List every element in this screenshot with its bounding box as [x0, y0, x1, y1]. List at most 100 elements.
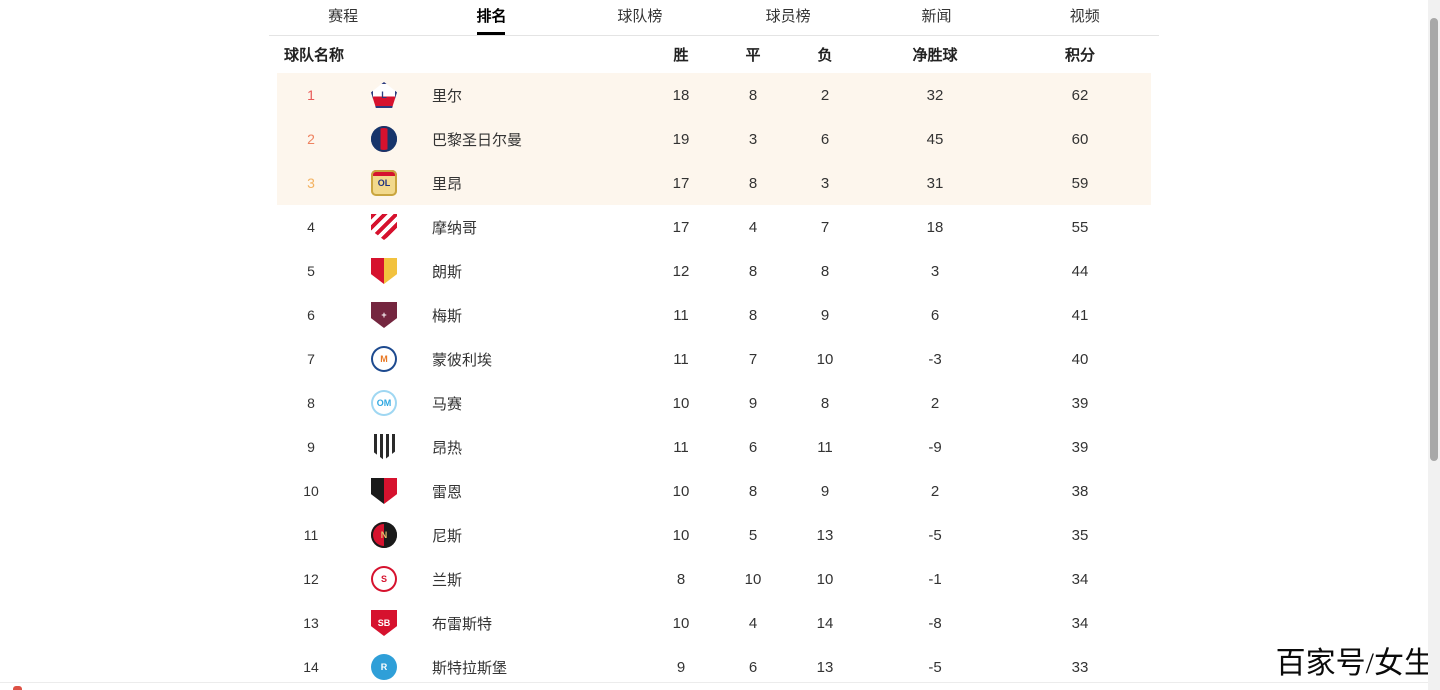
draws-value: 9	[748, 394, 758, 412]
goal-diff-value: 45	[926, 130, 944, 148]
wins-value: 19	[672, 130, 690, 148]
draws-value: 8	[748, 482, 758, 500]
points-value: 60	[1071, 130, 1089, 148]
team-name: 马赛	[432, 395, 463, 413]
angers-logo-icon	[371, 434, 397, 460]
table-row[interactable]: 13 SB 布雷斯特 10 4 14 -8 34	[277, 601, 1151, 645]
table-row[interactable]: 6 + 梅斯 11 8 9 6 41	[277, 293, 1151, 337]
table-row[interactable]: 7 M 蒙彼利埃 11 7 10 -3 40	[277, 337, 1151, 381]
tab-player-stats[interactable]: 球员榜	[714, 0, 862, 35]
header-draws: 平	[745, 47, 761, 64]
losses-value: 10	[816, 350, 834, 368]
strasbourg-logo-icon: R	[371, 654, 397, 680]
goal-diff-value: 6	[930, 306, 940, 324]
table-row[interactable]: 8 OM 马赛 10 9 8 2 39	[277, 381, 1151, 425]
goal-diff-value: -8	[928, 614, 942, 632]
tab-bar: 赛程 排名 球队榜 球员榜 新闻 视频	[269, 0, 1159, 36]
losses-value: 3	[820, 174, 830, 192]
lyon-logo-icon: OL	[371, 170, 397, 196]
team-name: 梅斯	[432, 307, 463, 325]
watermark: 百家号/女生	[1275, 647, 1434, 680]
rank-number: 6	[307, 307, 315, 323]
table-row[interactable]: 12 S 兰斯 8 10 10 -1 34	[277, 557, 1151, 601]
losses-value: 8	[820, 262, 830, 280]
team-name: 蒙彼利埃	[432, 351, 493, 369]
points-value: 59	[1071, 174, 1089, 192]
table-row[interactable]: 1 L 里尔 18 8 2 32 62	[277, 73, 1151, 117]
tab-team-stats[interactable]: 球队榜	[566, 0, 714, 35]
losses-value: 13	[816, 526, 834, 544]
wins-value: 10	[672, 482, 690, 500]
table-header-row: 球队名称 胜 平 负 净胜球 积分	[277, 36, 1151, 73]
monaco-logo-icon	[371, 214, 397, 240]
draws-value: 6	[748, 438, 758, 456]
tab-label: 球队榜	[617, 8, 663, 25]
table-row[interactable]: 10 雷恩 10 8 9 2 38	[277, 469, 1151, 513]
losses-value: 11	[817, 438, 833, 456]
tab-label: 视频	[1069, 8, 1100, 25]
goal-diff-value: -1	[928, 570, 942, 588]
draws-value: 5	[748, 526, 758, 544]
team-name: 斯特拉斯堡	[432, 659, 508, 677]
content-column: 赛程 排名 球队榜 球员榜 新闻 视频 球队名称 胜 平 负 净胜球 积分 1 …	[269, 0, 1159, 689]
montpellier-logo-icon: M	[371, 346, 397, 372]
points-value: 62	[1071, 86, 1089, 104]
team-name: 尼斯	[432, 527, 463, 545]
rank-number: 3	[307, 175, 315, 191]
wins-value: 12	[672, 262, 690, 280]
active-tab-underline	[477, 32, 506, 35]
wins-value: 10	[672, 526, 690, 544]
points-value: 34	[1071, 614, 1089, 632]
draws-value: 6	[748, 658, 758, 676]
rank-number: 8	[307, 395, 315, 411]
draws-value: 8	[748, 174, 758, 192]
table-row[interactable]: 2 巴黎圣日尔曼 19 3 6 45 60	[277, 117, 1151, 161]
rank-number: 5	[307, 263, 315, 279]
losses-value: 2	[820, 86, 830, 104]
draws-value: 10	[744, 570, 762, 588]
wins-value: 17	[672, 174, 690, 192]
losses-value: 6	[820, 130, 830, 148]
wins-value: 9	[676, 658, 686, 676]
rank-number: 11	[303, 527, 319, 543]
tab-video[interactable]: 视频	[1011, 0, 1159, 35]
metz-logo-icon: +	[371, 302, 397, 328]
points-value: 40	[1071, 350, 1089, 368]
header-points: 积分	[1064, 47, 1095, 64]
bottom-divider	[0, 682, 1428, 683]
losses-value: 13	[816, 658, 834, 676]
goal-diff-value: 18	[926, 218, 944, 236]
table-row[interactable]: 9 昂热 11 6 11 -9 39	[277, 425, 1151, 469]
table-row[interactable]: 4 摩纳哥 17 4 7 18 55	[277, 205, 1151, 249]
team-name: 昂热	[432, 439, 463, 457]
losses-value: 9	[820, 306, 830, 324]
draws-value: 8	[748, 306, 758, 324]
table-row[interactable]: 5 朗斯 12 8 8 3 44	[277, 249, 1151, 293]
brest-logo-icon: SB	[371, 610, 397, 636]
points-value: 41	[1071, 306, 1089, 324]
draws-value: 8	[748, 86, 758, 104]
scrollbar-track[interactable]	[1428, 0, 1440, 690]
wins-value: 11	[673, 350, 689, 368]
tab-news[interactable]: 新闻	[862, 0, 1010, 35]
rank-number: 4	[307, 219, 315, 235]
tab-label: 球员榜	[765, 8, 811, 25]
goal-diff-value: -5	[928, 658, 942, 676]
scrollbar-thumb[interactable]	[1430, 18, 1438, 461]
tab-ranking[interactable]: 排名	[417, 0, 565, 35]
points-value: 44	[1071, 262, 1089, 280]
losses-value: 14	[816, 614, 834, 632]
goal-diff-value: 2	[930, 482, 940, 500]
clipped-red-logo	[13, 686, 22, 690]
goal-diff-value: 32	[926, 86, 944, 104]
points-value: 34	[1071, 570, 1089, 588]
table-body: 1 L 里尔 18 8 2 32 62 2 巴黎圣日尔曼 19 3 6 45 6…	[277, 73, 1151, 689]
tab-schedule[interactable]: 赛程	[269, 0, 417, 35]
table-row[interactable]: 3 OL 里昂 17 8 3 31 59	[277, 161, 1151, 205]
table-row[interactable]: 11 N 尼斯 10 5 13 -5 35	[277, 513, 1151, 557]
rank-number: 10	[303, 483, 319, 499]
wins-value: 10	[672, 614, 690, 632]
table-row[interactable]: 14 R 斯特拉斯堡 9 6 13 -5 33	[277, 645, 1151, 689]
tab-label: 赛程	[328, 8, 359, 25]
